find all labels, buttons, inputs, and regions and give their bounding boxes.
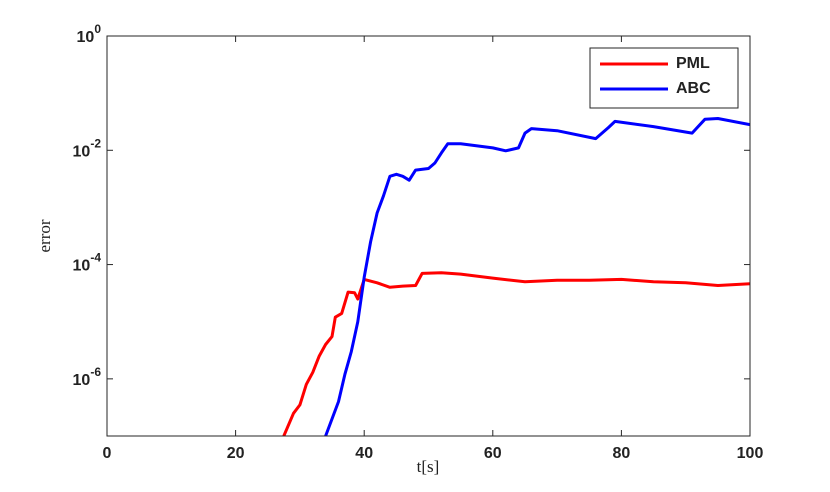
line-series — [282, 271, 750, 436]
line-series — [324, 117, 750, 436]
x-tick-label: 100 — [737, 445, 764, 462]
legend-box — [589, 47, 739, 109]
x-tick-label: 40 — [355, 445, 373, 462]
x-axis-label: t[s] — [417, 457, 440, 476]
x-tick-label: 0 — [103, 445, 112, 462]
plot-frame — [106, 35, 751, 437]
x-tick-label: 60 — [484, 445, 502, 462]
legend-label: ABC — [676, 80, 711, 97]
x-tick-label: 20 — [227, 445, 245, 462]
y-tick-label: 10-2 — [73, 136, 102, 160]
y-axis-label: error — [35, 219, 54, 252]
x-tick-label: 80 — [613, 445, 631, 462]
y-tick-label: 10-6 — [73, 365, 102, 389]
y-tick-label: 100 — [77, 22, 102, 46]
legend-label: PML — [676, 55, 710, 72]
y-tick-label: 10-4 — [73, 251, 102, 275]
